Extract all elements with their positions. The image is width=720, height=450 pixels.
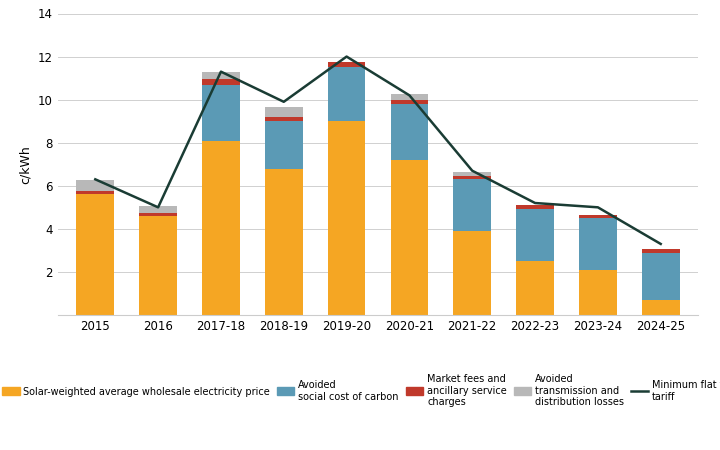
- Bar: [265, 107, 302, 117]
- Bar: [202, 79, 240, 85]
- Bar: [328, 121, 366, 315]
- Bar: [579, 215, 617, 218]
- Bar: [390, 94, 428, 99]
- Bar: [390, 160, 428, 315]
- Bar: [202, 140, 240, 315]
- Bar: [454, 176, 491, 179]
- Bar: [265, 169, 302, 315]
- Bar: [265, 117, 302, 121]
- Bar: [642, 249, 680, 252]
- Bar: [516, 210, 554, 261]
- Bar: [642, 300, 680, 315]
- Bar: [328, 68, 366, 121]
- Bar: [390, 104, 428, 160]
- Bar: [579, 218, 617, 270]
- Bar: [76, 194, 114, 315]
- Y-axis label: c/kWh: c/kWh: [19, 145, 32, 184]
- Bar: [642, 252, 680, 300]
- Bar: [516, 205, 554, 209]
- Bar: [454, 172, 491, 176]
- Bar: [139, 206, 177, 213]
- Bar: [139, 216, 177, 315]
- Bar: [76, 180, 114, 191]
- Legend: Solar-weighted average wholesale electricity price, Avoided
social cost of carbo: Solar-weighted average wholesale electri…: [2, 374, 720, 407]
- Bar: [390, 99, 428, 104]
- Bar: [454, 179, 491, 231]
- Bar: [202, 85, 240, 140]
- Bar: [139, 213, 177, 216]
- Bar: [454, 231, 491, 315]
- Bar: [202, 72, 240, 79]
- Bar: [265, 121, 302, 169]
- Bar: [579, 270, 617, 315]
- Bar: [76, 191, 114, 194]
- Bar: [328, 62, 366, 68]
- Bar: [516, 261, 554, 315]
